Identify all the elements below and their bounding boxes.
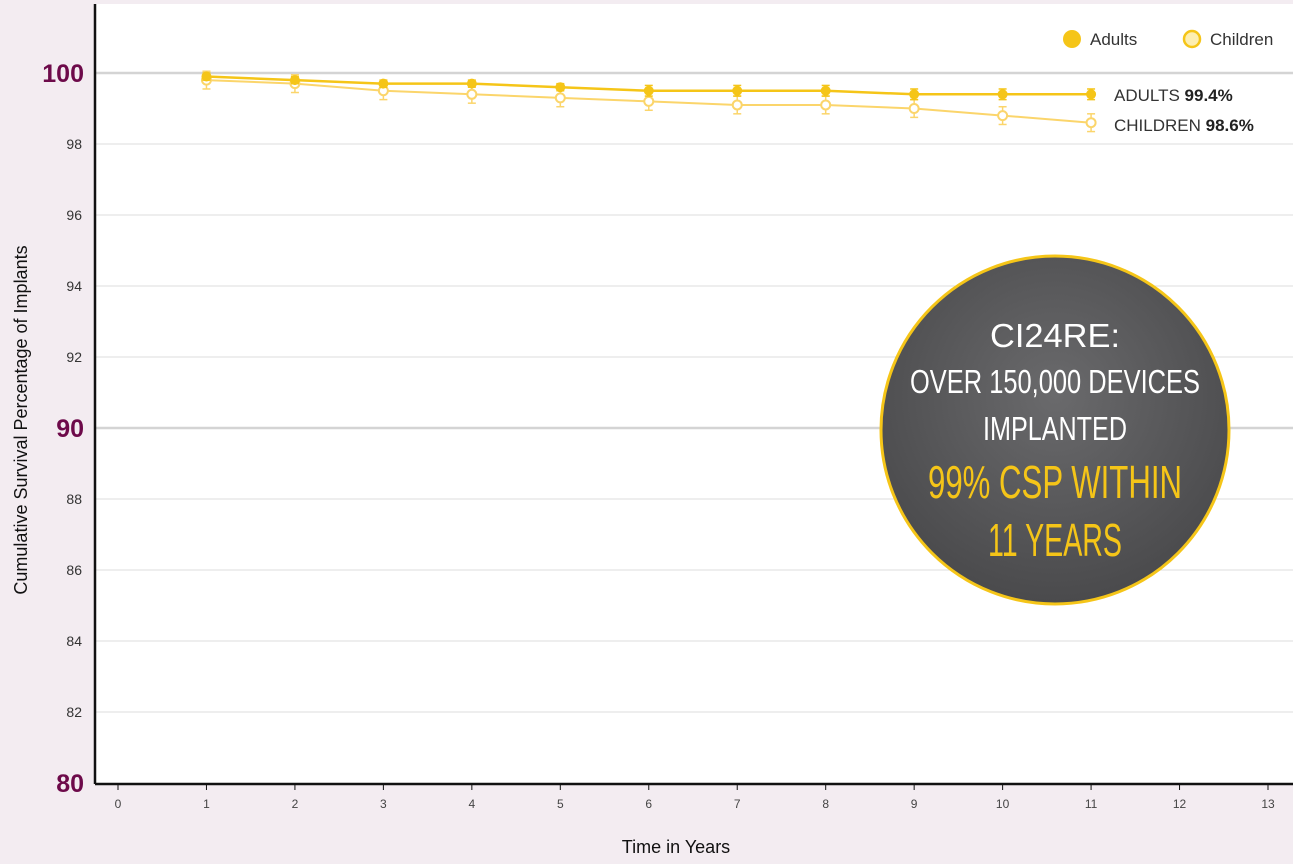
x-tick-6: 6 [645, 797, 652, 811]
children-point [466, 88, 478, 100]
y-tick-major-90: 90 [56, 415, 84, 443]
end-labels: ADULTS 99.4% CHILDREN 98.6% [1114, 86, 1254, 135]
legend-adults-marker [1063, 30, 1081, 48]
children-point [554, 92, 566, 104]
x-tick-4: 4 [469, 797, 476, 811]
x-tick-12: 12 [1173, 797, 1187, 811]
x-tick-3: 3 [380, 797, 387, 811]
children-point [908, 103, 920, 114]
x-tick-10: 10 [996, 797, 1010, 811]
x-axis-title: Time in Years [622, 837, 730, 857]
callout-line-4: 99% CSP WITHIN [928, 456, 1182, 508]
adults-point [997, 89, 1008, 100]
callout-circle [879, 254, 1231, 606]
children-point [1085, 117, 1097, 129]
axes [93, 4, 1293, 790]
x-tick-13: 13 [1261, 797, 1275, 811]
adults-point [466, 78, 477, 89]
x-tick-5: 5 [557, 797, 564, 811]
adults-end-label-value: 99.4% [1185, 86, 1233, 105]
y-tick-labels: 82 84 86 88 92 94 96 98 80 90 100 [42, 60, 84, 798]
y-tick-84: 84 [66, 633, 82, 649]
children-end-label-value: 98.6% [1206, 116, 1254, 135]
y-tick-92: 92 [66, 349, 82, 365]
y-tick-94: 94 [66, 278, 82, 294]
adults-point [201, 71, 212, 82]
series-layer [200, 70, 1097, 133]
y-tick-98: 98 [66, 136, 82, 152]
adults-point [555, 82, 566, 93]
callout-line-1: CI24RE: [990, 317, 1120, 354]
adults-point [378, 78, 389, 89]
children-end-label-name: CHILDREN [1114, 116, 1201, 135]
callout-line-3: IMPLANTED [983, 410, 1127, 447]
y-tick-82: 82 [66, 704, 82, 720]
adults-end-label: ADULTS 99.4% [1114, 86, 1233, 105]
children-point [997, 110, 1009, 122]
x-tick-0: 0 [115, 797, 122, 811]
legend: Adults Children [1063, 29, 1273, 49]
x-tick-8: 8 [822, 797, 829, 811]
x-tick-1: 1 [203, 797, 210, 811]
children-point [643, 95, 655, 107]
legend-children-label: Children [1210, 30, 1273, 49]
adults-point [289, 75, 300, 86]
children-point [820, 99, 832, 111]
legend-children-marker [1182, 29, 1202, 49]
y-axis-title: Cumulative Survival Percentage of Implan… [11, 245, 31, 594]
x-tick-7: 7 [734, 797, 741, 811]
adults-point [909, 89, 920, 100]
y-tick-major-100: 100 [42, 60, 84, 88]
adults-point [820, 85, 831, 96]
x-tick-9: 9 [911, 797, 918, 811]
callout-line-5: 11 YEARS [988, 514, 1122, 566]
children-end-label: CHILDREN 98.6% [1114, 116, 1254, 135]
y-tick-major-80: 80 [56, 770, 84, 798]
adults-end-label-name: ADULTS [1114, 86, 1180, 105]
y-tick-96: 96 [66, 207, 82, 223]
adults-point [1086, 89, 1097, 100]
callout-line-2: OVER 150,000 DEVICES [910, 363, 1200, 400]
callout-badge: CI24RE: OVER 150,000 DEVICES IMPLANTED 9… [879, 254, 1231, 606]
children-point [731, 99, 743, 111]
y-tick-86: 86 [66, 562, 82, 578]
x-tick-labels: 0 1 2 3 4 5 6 7 8 9 10 11 12 13 [115, 797, 1275, 811]
adults-point [732, 85, 743, 96]
adults-point [643, 85, 654, 96]
y-tick-88: 88 [66, 491, 82, 507]
x-tick-11: 11 [1085, 797, 1098, 811]
x-tick-2: 2 [292, 797, 299, 811]
legend-adults-label: Adults [1090, 30, 1137, 49]
